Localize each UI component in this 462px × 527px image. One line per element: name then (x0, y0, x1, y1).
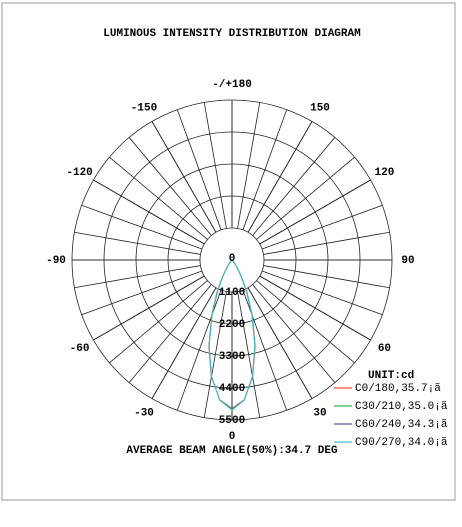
spoke (261, 204, 383, 250)
spoke (263, 231, 390, 255)
spoke (81, 270, 203, 316)
spoke (237, 291, 261, 418)
spoke (109, 280, 208, 364)
angle-tick-label: 60 (378, 343, 391, 355)
angle-tick-label: -150 (131, 102, 157, 114)
spoke (176, 289, 222, 411)
chart-title: LUMINOUS INTENSITY DISTRIBUTION DIAGRAM (103, 28, 361, 40)
legend-label: C60/240,34.3¡ã (355, 419, 448, 431)
spoke (109, 156, 208, 240)
r-tick-label: 3300 (219, 351, 245, 363)
spoke (252, 137, 336, 236)
angle-tick-label: -30 (134, 407, 154, 419)
spoke (256, 280, 355, 364)
angle-tick-label: -90 (46, 255, 66, 267)
angle-grid-line (259, 179, 371, 245)
spoke (256, 156, 355, 240)
angle-tick-label: 150 (310, 102, 330, 114)
spoke (74, 231, 201, 255)
spoke (242, 289, 288, 411)
spoke (81, 204, 203, 250)
angle-tick-label: -120 (66, 167, 92, 179)
footer: AVERAGE BEAM ANGLE(50%):34.7 DEG (126, 445, 338, 457)
angle-grid-line (151, 121, 217, 233)
unit-label: UNIT:cd (368, 370, 414, 382)
spoke (128, 284, 212, 383)
angle-tick-label: -60 (70, 343, 90, 355)
spoke (237, 102, 261, 229)
spoke (203, 291, 227, 418)
angle-grid-line (93, 179, 205, 245)
legend-label: C0/180,35.7¡ã (355, 383, 441, 395)
angle-grid-line (93, 275, 205, 341)
angle-grid-line (151, 287, 217, 399)
angle-tick-label: -/+180 (212, 79, 252, 91)
angle-tick-label: 30 (313, 407, 326, 419)
spoke (261, 270, 383, 316)
angle-grid-line (259, 275, 371, 341)
angle-tick-label: 90 (401, 255, 414, 267)
angle-tick-label: 120 (375, 167, 395, 179)
angle-grid-line (247, 287, 313, 399)
frame (1, 2, 456, 501)
spoke (203, 102, 227, 229)
r-tick-label: 2200 (219, 319, 245, 331)
legend-label: C30/210,35.0¡ã (355, 401, 448, 413)
spoke (242, 109, 288, 231)
spoke (128, 137, 212, 236)
r-tick-label: 0 (229, 253, 236, 265)
angle-grid-line (247, 121, 313, 233)
spoke (74, 265, 201, 289)
angle-tick-label: 0 (229, 431, 236, 443)
spoke (263, 265, 390, 289)
legend-label: C90/270,34.0¡ã (355, 437, 448, 449)
series-curve (208, 259, 256, 411)
spoke (252, 284, 336, 383)
r-tick-label: 5500 (219, 415, 245, 427)
r-tick-label: 1100 (219, 287, 245, 299)
r-tick-label: 4400 (219, 383, 245, 395)
spoke (176, 109, 222, 231)
